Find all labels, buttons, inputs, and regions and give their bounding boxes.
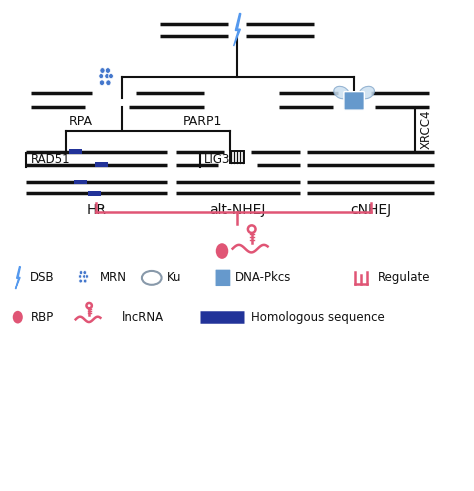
Text: Ku: Ku [167,272,181,284]
Ellipse shape [100,80,105,85]
Bar [230,151,244,163]
Polygon shape [234,14,241,46]
Ellipse shape [79,271,83,274]
Bar [69,149,82,154]
Text: RBP: RBP [31,311,54,324]
Ellipse shape [79,274,82,278]
Ellipse shape [105,68,110,73]
Bar [88,191,100,195]
Text: HR: HR [86,202,107,217]
Ellipse shape [334,86,349,99]
Bar [95,163,108,167]
Ellipse shape [215,242,229,260]
Text: DSB: DSB [30,272,55,284]
Text: Regulate: Regulate [377,272,430,284]
Bar [73,180,87,185]
Text: RAD51: RAD51 [31,154,71,166]
Ellipse shape [142,271,162,285]
FancyBboxPatch shape [215,269,231,287]
Text: LIG3: LIG3 [204,154,230,166]
Text: XRCC4: XRCC4 [419,109,433,149]
Ellipse shape [100,68,105,73]
Ellipse shape [12,310,24,325]
Text: alt-NHEJ: alt-NHEJ [209,202,265,217]
Text: MRN: MRN [100,272,127,284]
Polygon shape [16,267,20,289]
Ellipse shape [99,74,103,79]
Ellipse shape [359,86,374,99]
Text: cNHEJ: cNHEJ [350,202,391,217]
Ellipse shape [83,271,87,274]
Text: PARP1: PARP1 [183,115,222,128]
Circle shape [248,225,255,233]
Ellipse shape [82,274,86,278]
FancyBboxPatch shape [344,92,365,110]
Circle shape [86,303,92,308]
Ellipse shape [109,74,113,79]
Ellipse shape [79,279,82,283]
Text: DNA-Pkcs: DNA-Pkcs [235,272,291,284]
Ellipse shape [85,274,89,278]
Text: lncRNA: lncRNA [122,311,164,324]
Ellipse shape [106,80,111,85]
Ellipse shape [105,74,109,79]
Ellipse shape [83,279,87,283]
Text: RPA: RPA [68,115,92,128]
Text: Homologous sequence: Homologous sequence [251,311,385,324]
